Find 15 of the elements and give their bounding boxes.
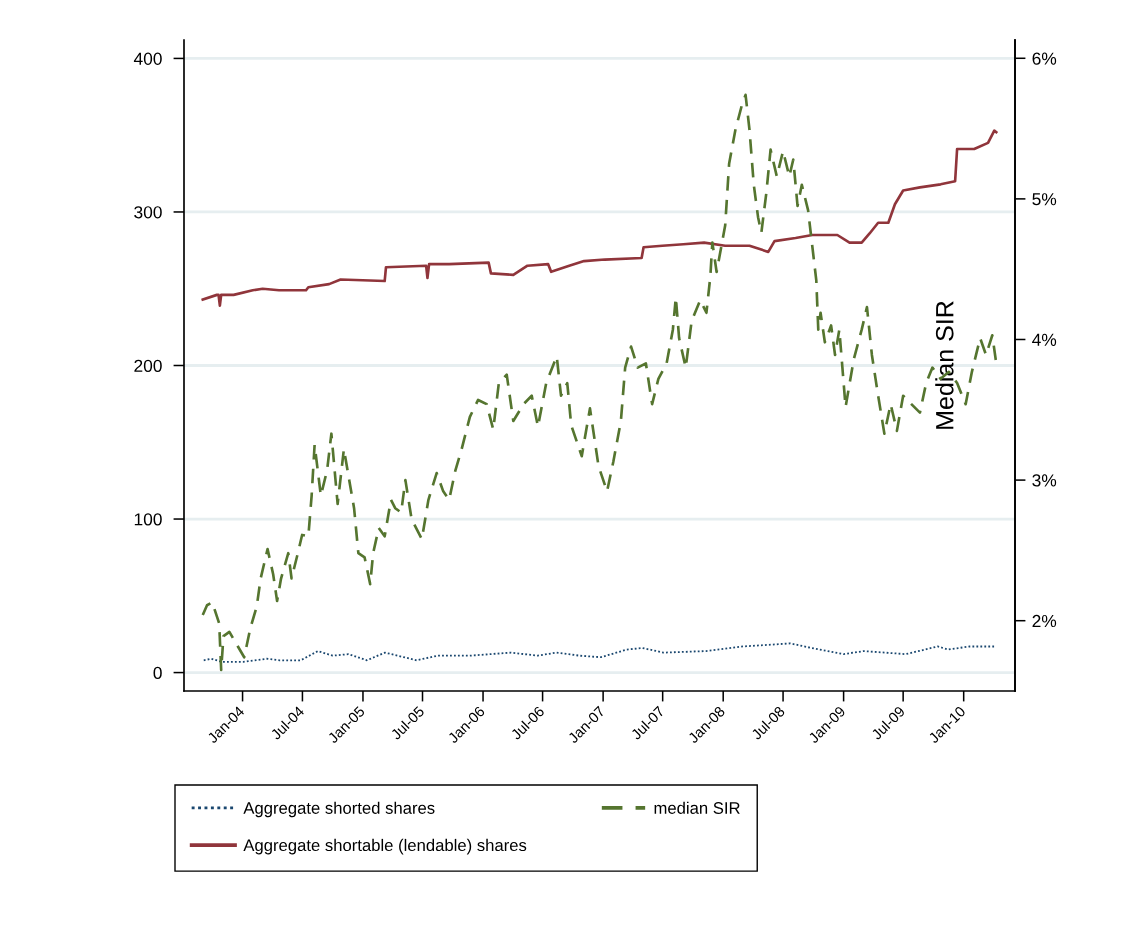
y2-tick-label: 4%: [1032, 333, 1057, 346]
y-tick-label: 300: [134, 206, 162, 219]
y-tick-label: 100: [134, 513, 162, 526]
legend-label: Aggregate shortable (lendable) shares: [243, 838, 527, 855]
y-tick-label: 400: [133, 52, 162, 65]
y-tick-label: 200: [134, 359, 162, 372]
y2-tick-label: 3%: [1032, 474, 1057, 487]
y2-tick-label: 5%: [1032, 193, 1057, 206]
y2-tick-label: 6%: [1032, 52, 1057, 65]
y2-axis-title: Median SIR: [935, 301, 954, 429]
y-tick-label: 0: [153, 666, 162, 680]
legend-label: Aggregate shorted shares: [243, 801, 435, 818]
line-series: [201, 93, 998, 672]
y2-tick-label: 2%: [1032, 614, 1057, 628]
legend-label: median SIR: [654, 801, 740, 814]
